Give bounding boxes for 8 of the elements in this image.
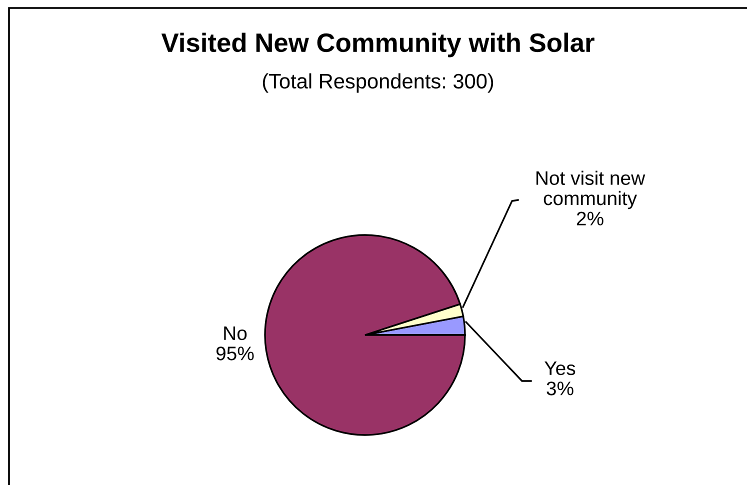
data-label: 2% [576, 212, 604, 226]
chart-title: Visited New Community with Solar [161, 32, 594, 58]
chart-subtitle: (Total Respondents: 300) [262, 73, 494, 93]
slice-label: Yes [544, 362, 576, 376]
data-label: 3% [546, 382, 574, 396]
data-label: 95% [216, 346, 254, 360]
slice-label: No [224, 326, 247, 340]
slice-label: Not visit new community [536, 170, 646, 210]
